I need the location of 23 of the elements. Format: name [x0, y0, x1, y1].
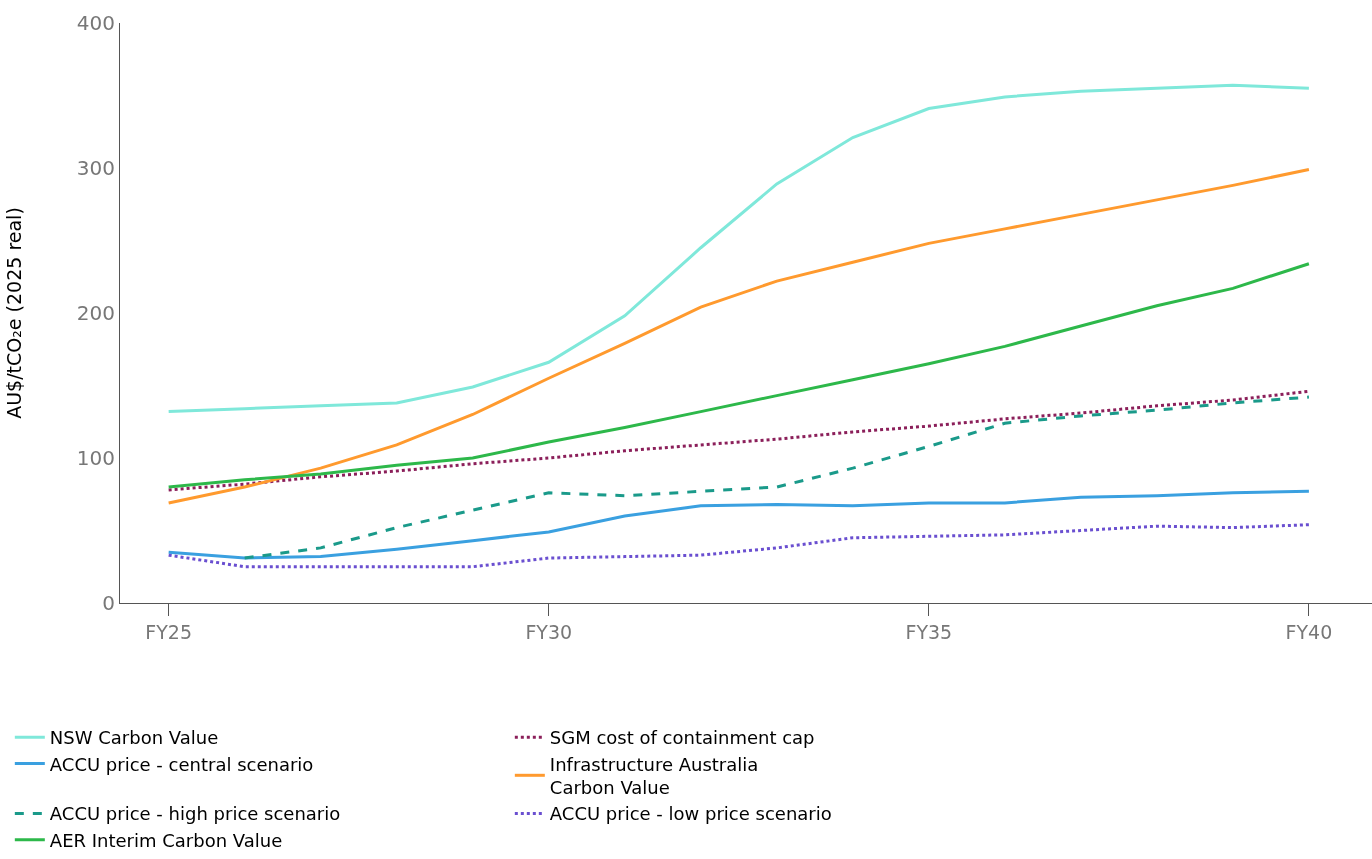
line-series — [167, 262, 1311, 489]
x-tick-label: FY40 — [1285, 620, 1333, 643]
y-tick-label: 400 — [76, 11, 115, 35]
y-tick-label: 100 — [76, 446, 115, 470]
legend-label: ACCU price - low price scenario — [549, 803, 832, 825]
legend-label: SGM cost of containment cap — [549, 727, 815, 749]
x-tick-label: FY25 — [145, 620, 193, 643]
line-series — [243, 395, 1311, 560]
y-tick-label: 200 — [76, 301, 115, 325]
legend-label: NSW Carbon Value — [49, 727, 219, 749]
legend-label: ACCU price - high price scenario — [49, 803, 341, 825]
line-series — [167, 83, 1311, 414]
line-series — [167, 167, 1311, 505]
y-tick-label: 0 — [102, 591, 115, 615]
x-tick-label: FY30 — [525, 620, 573, 643]
legend-label: ACCU price - central scenario — [49, 753, 314, 775]
line-series — [167, 523, 1311, 569]
legend-label: AER Interim Carbon Value — [49, 829, 283, 851]
x-tick-label: FY35 — [905, 620, 953, 643]
y-tick-label: 300 — [76, 156, 115, 180]
line-series — [167, 489, 1311, 560]
y-axis-title: AU$/tCO₂e (2025 real) — [2, 207, 25, 419]
legend-label: Infrastructure Australia Carbon Value — [549, 753, 759, 799]
